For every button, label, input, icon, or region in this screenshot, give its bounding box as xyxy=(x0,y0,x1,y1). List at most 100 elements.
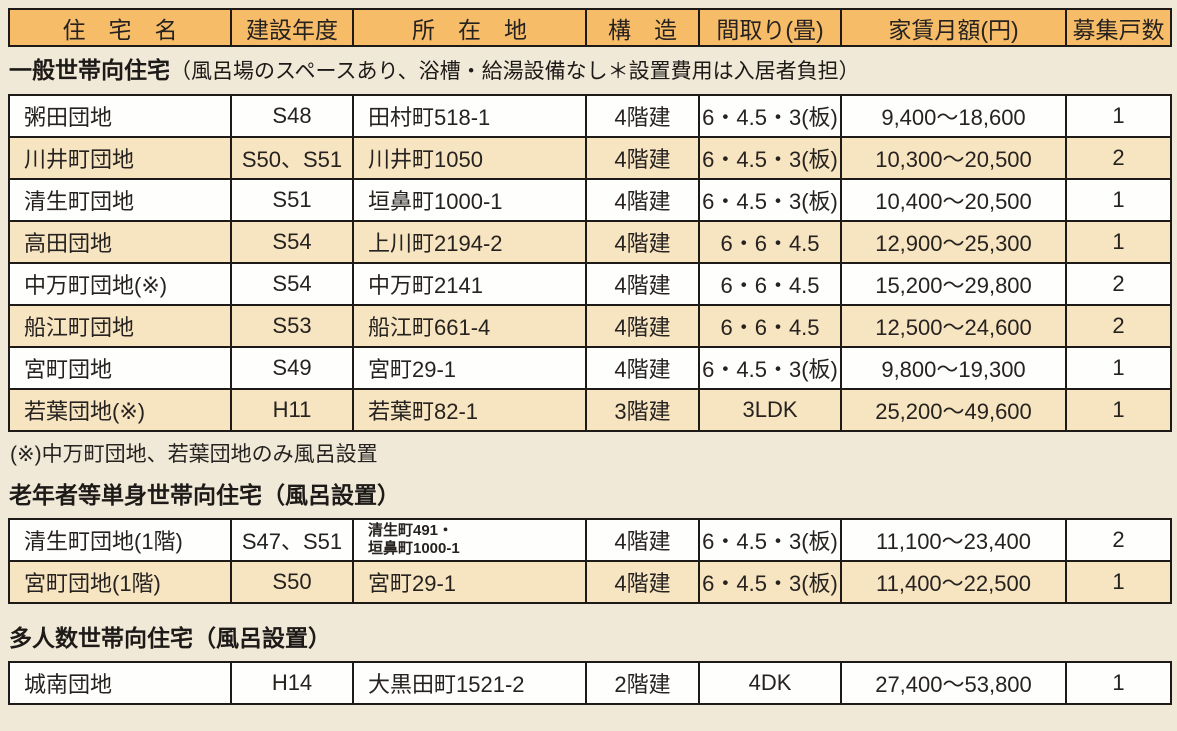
table-cell: 宮町団地(1階) xyxy=(8,560,232,604)
table-cell: S51 xyxy=(230,178,354,222)
table-cell: 宮町29-1 xyxy=(352,346,587,390)
table-row: 清生町団地 S51 垣鼻町1000-1 4階建 6・4.5・3(板) 10,400～20,… xyxy=(8,178,1172,222)
table-row: 中万町団地(※) S54 中万町2141 4階建 6・6・4.5 15,200～29,80… xyxy=(8,262,1172,306)
table-cell: S47、S51 xyxy=(230,518,354,562)
table-cell: 高田団地 xyxy=(8,220,232,264)
table-cell: 4階建 xyxy=(585,262,700,306)
footnote: (※)中万町団地、若葉団地のみ風呂設置 xyxy=(10,443,378,466)
table-cell: H11 xyxy=(230,388,354,432)
column-header: 構 造 xyxy=(585,8,700,47)
table-cell: 12,500～24,600 xyxy=(840,304,1067,348)
table-cell: 若葉団地(※) xyxy=(8,388,232,432)
table-cell: 6・4.5・3(板) xyxy=(698,518,842,562)
housing-table: 粥田団地 S48 田村町518-1 4階建 6・4.5・3(板) 9,400～18,600… xyxy=(8,94,1172,432)
table-cell: 1 xyxy=(1065,388,1172,432)
table-cell: 船江町661-4 xyxy=(352,304,587,348)
table-cell: 4階建 xyxy=(585,304,700,348)
table-cell: 川井町団地 xyxy=(8,136,232,180)
table-cell: 1 xyxy=(1065,661,1172,705)
table-cell: 6・4.5・3(板) xyxy=(698,136,842,180)
table-cell: 3LDK xyxy=(698,388,842,432)
table-cell: S50、S51 xyxy=(230,136,354,180)
section-title: 多人数世帯向住宅（風呂設置） xyxy=(9,624,1170,653)
table-cell: 2 xyxy=(1065,262,1172,306)
column-header: 募集戸数 xyxy=(1065,8,1172,47)
column-header: 家賃月額(円) xyxy=(840,8,1067,47)
section: 多人数世帯向住宅（風呂設置） 城南団地 H14 大黒田町1521-2 2階建 4DK 27,… xyxy=(8,624,1172,705)
table-row: 若葉団地(※) H11 若葉町82-1 3階建 3LDK 25,200～49,600 1 xyxy=(8,388,1172,432)
table-cell: 2 xyxy=(1065,136,1172,180)
table-cell: 中万町2141 xyxy=(352,262,587,306)
table-cell: 4階建 xyxy=(585,136,700,180)
table-cell: 1 xyxy=(1065,94,1172,138)
table-cell: 6・4.5・3(板) xyxy=(698,560,842,604)
table-cell: S50 xyxy=(230,560,354,604)
table-cell: 1 xyxy=(1065,178,1172,222)
table-cell: H14 xyxy=(230,661,354,705)
table-row: 船江町団地 S53 船江町661-4 4階建 6・6・4.5 12,500～24,600 2 xyxy=(8,304,1172,348)
section-title: 老年者等単身世帯向住宅（風呂設置） xyxy=(9,481,1170,510)
table-cell: 宮町団地 xyxy=(8,346,232,390)
table-cell: 1 xyxy=(1065,560,1172,604)
table-cell: 田村町518-1 xyxy=(352,94,587,138)
table-cell: 1 xyxy=(1065,220,1172,264)
table-row: 清生町団地(1階) S47、S51 清生町491・ 垣鼻町1000-1 4階建 6・4.… xyxy=(8,518,1172,562)
table-row: 高田団地 S54 上川町2194-2 4階建 6・6・4.5 12,900～25,300 1 xyxy=(8,220,1172,264)
table-cell: 3階建 xyxy=(585,388,700,432)
table-cell: 10,400～20,500 xyxy=(840,178,1067,222)
section-title-note: （風呂場のスペースあり、浴槽・給湯設備なし＊設置費用は入居者負担） xyxy=(170,60,860,83)
table-cell: 上川町2194-2 xyxy=(352,220,587,264)
table-cell: 川井町1050 xyxy=(352,136,587,180)
table-cell: 4階建 xyxy=(585,178,700,222)
column-header: 所 在 地 xyxy=(352,8,587,47)
table-cell: 15,200～29,800 xyxy=(840,262,1067,306)
table-cell: 10,300～20,500 xyxy=(840,136,1067,180)
table-cell: S53 xyxy=(230,304,354,348)
table-cell: 4階建 xyxy=(585,94,700,138)
table-cell: 宮町29-1 xyxy=(352,560,587,604)
table-cell: 大黒田町1521-2 xyxy=(352,661,587,705)
section-title: 一般世帯向住宅（風呂場のスペースあり、浴槽・給湯設備なし＊設置費用は入居者負担） xyxy=(9,56,1170,86)
section-title-text: 一般世帯向住宅 xyxy=(9,57,170,83)
table-row: 粥田団地 S48 田村町518-1 4階建 6・4.5・3(板) 9,400～18,600… xyxy=(8,94,1172,138)
table-cell: 2 xyxy=(1065,518,1172,562)
table-cell: 6・6・4.5 xyxy=(698,220,842,264)
table-cell: 若葉町82-1 xyxy=(352,388,587,432)
table-cell: S54 xyxy=(230,220,354,264)
table-cell: 6・6・4.5 xyxy=(698,262,842,306)
column-header-row: 住 宅 名建設年度所 在 地構 造間取り(畳) 家賃月額(円) 募集戸数 xyxy=(8,8,1172,47)
table-cell: 27,400～53,800 xyxy=(840,661,1067,705)
housing-table: 清生町団地(1階) S47、S51 清生町491・ 垣鼻町1000-1 4階建 6・4.… xyxy=(8,518,1172,604)
table-cell: 粥田団地 xyxy=(8,94,232,138)
housing-table: 城南団地 H14 大黒田町1521-2 2階建 4DK 27,400～53,800 1 xyxy=(8,661,1172,705)
table-row: 宮町団地 S49 宮町29-1 4階建 6・4.5・3(板) 9,800～19,300 1 xyxy=(8,346,1172,390)
table-cell: S49 xyxy=(230,346,354,390)
column-header: 住 宅 名 xyxy=(8,8,232,47)
table-row: 宮町団地(1階) S50 宮町29-1 4階建 6・4.5・3(板) 11,400～22,… xyxy=(8,560,1172,604)
table-cell: 中万町団地(※) xyxy=(8,262,232,306)
table-cell: 4DK xyxy=(698,661,842,705)
table-sections: 一般世帯向住宅（風呂場のスペースあり、浴槽・給湯設備なし＊設置費用は入居者負担）… xyxy=(8,56,1172,705)
table-cell: 9,400～18,600 xyxy=(840,94,1067,138)
table-cell: 城南団地 xyxy=(8,661,232,705)
table-cell: 1 xyxy=(1065,346,1172,390)
table-cell: 6・4.5・3(板) xyxy=(698,178,842,222)
table-cell: 11,400～22,500 xyxy=(840,560,1067,604)
table-cell: 6・4.5・3(板) xyxy=(698,346,842,390)
table-cell: 2 xyxy=(1065,304,1172,348)
table-cell: 12,900～25,300 xyxy=(840,220,1067,264)
section: 一般世帯向住宅（風呂場のスペースあり、浴槽・給湯設備なし＊設置費用は入居者負担）… xyxy=(8,56,1172,469)
table-cell: 清生町491・ 垣鼻町1000-1 xyxy=(352,518,587,562)
table-cell: 4階建 xyxy=(585,560,700,604)
table-cell: 2階建 xyxy=(585,661,700,705)
table-cell: 25,200～49,600 xyxy=(840,388,1067,432)
housing-listing-document: 住 宅 名建設年度所 在 地構 造間取り(畳) 家賃月額(円) 募集戸数 一般世帯向… xyxy=(8,8,1172,705)
table-cell: 4階建 xyxy=(585,518,700,562)
table-cell: 6・6・4.5 xyxy=(698,304,842,348)
table-cell: 船江町団地 xyxy=(8,304,232,348)
section-title-text: 多人数世帯向住宅（風呂設置） xyxy=(9,625,331,651)
table-cell: 6・4.5・3(板) xyxy=(698,94,842,138)
table-cell: 垣鼻町1000-1 xyxy=(352,178,587,222)
section: 老年者等単身世帯向住宅（風呂設置） 清生町団地(1階) S47、S51 清生町491・… xyxy=(8,481,1172,604)
table-row: 川井町団地 S50、S51 川井町1050 4階建 6・4.5・3(板) 10,300～2… xyxy=(8,136,1172,180)
